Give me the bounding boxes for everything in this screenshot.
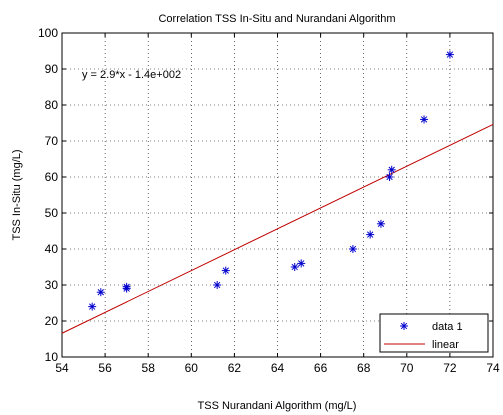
y-axis-label: TSS In-Situ (mg/L) (11, 149, 23, 240)
data-point (213, 281, 222, 289)
data-points (88, 50, 454, 311)
legend-label-data-1: data 1 (432, 321, 463, 333)
data-point (122, 282, 131, 291)
y-tick-label: 90 (45, 62, 59, 76)
data-point (420, 115, 429, 124)
data-point (221, 266, 230, 275)
data-point (290, 263, 299, 271)
y-tick-label: 10 (45, 350, 59, 364)
x-tick-label: 64 (271, 361, 285, 375)
data-point (297, 259, 306, 268)
data-point (445, 50, 454, 59)
y-tick-label: 60 (45, 170, 59, 184)
data-point (96, 288, 105, 297)
fit-line-layer (61, 123, 494, 334)
y-tick-label: 70 (45, 134, 59, 148)
y-tick-label: 40 (45, 242, 59, 256)
data-point (366, 230, 375, 239)
y-tick-label: 50 (45, 206, 59, 220)
axis-ticks: 54 56 58 60 62 64 66 68 70 72 74 10 20 30 40 50 60 70 80 90… (38, 26, 500, 375)
data-point (385, 173, 394, 181)
x-tick-label: 60 (185, 361, 199, 375)
y-tick-label: 100 (38, 26, 58, 40)
plot-area (61, 32, 494, 358)
legend-marker-data-1 (400, 322, 408, 330)
x-tick-label: 62 (228, 361, 242, 375)
x-tick-label: 74 (486, 361, 500, 375)
legend-asterisk (400, 322, 408, 330)
y-tick-label: 80 (45, 98, 59, 112)
x-tick-label: 58 (142, 361, 156, 375)
x-tick-label: 68 (357, 361, 371, 375)
x-axis-label: TSS Nurandani Algorithm (mg/L) (198, 400, 357, 412)
legend-box (379, 313, 489, 353)
data-point (88, 302, 97, 311)
x-tick-label: 66 (314, 361, 328, 375)
y-tick-label: 30 (45, 278, 59, 292)
x-tick-label: 54 (55, 361, 69, 375)
x-tick-label: 70 (400, 361, 414, 375)
data-point (348, 245, 357, 253)
fit-equation-annotation: y = 2.9*x - 1.4e+002 (82, 69, 181, 81)
x-tick-label: 72 (443, 361, 457, 375)
legend-label-linear: linear (432, 339, 459, 351)
legend: data 1 linear (379, 313, 489, 353)
data-point (376, 219, 385, 228)
y-tick-label: 20 (45, 314, 59, 328)
chart-title: Correlation TSS In-Situ and Nurandani Al… (158, 13, 395, 25)
data-point (387, 165, 396, 174)
fit-line (61, 123, 494, 334)
x-tick-label: 56 (98, 361, 112, 375)
